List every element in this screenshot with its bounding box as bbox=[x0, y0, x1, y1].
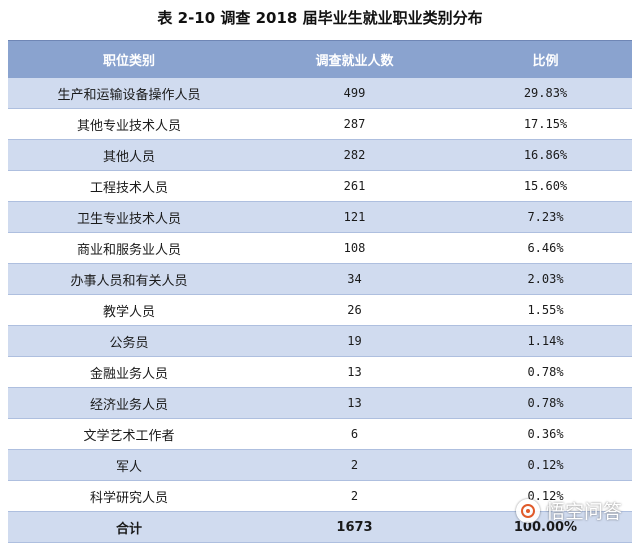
cell-count: 2 bbox=[250, 449, 459, 481]
table-row: 其他专业技术人员 287 17.15% bbox=[8, 108, 632, 140]
cell-category: 其他专业技术人员 bbox=[8, 108, 250, 140]
cell-category: 公务员 bbox=[8, 325, 250, 357]
cell-count: 13 bbox=[250, 387, 459, 419]
cell-category: 金融业务人员 bbox=[8, 356, 250, 388]
cell-ratio: 29.83% bbox=[459, 78, 632, 109]
cell-ratio: 16.86% bbox=[459, 139, 632, 171]
cell-category: 办事人员和有关人员 bbox=[8, 263, 250, 295]
header-count: 调查就业人数 bbox=[250, 40, 459, 78]
cell-category: 商业和服务业人员 bbox=[8, 232, 250, 264]
cell-count: 287 bbox=[250, 108, 459, 140]
table-row: 工程技术人员 261 15.60% bbox=[8, 170, 632, 202]
cell-count: 121 bbox=[250, 201, 459, 233]
table-row: 卫生专业技术人员 121 7.23% bbox=[8, 201, 632, 233]
cell-ratio: 6.46% bbox=[459, 232, 632, 264]
table-row: 其他人员 282 16.86% bbox=[8, 139, 632, 171]
cell-category: 经济业务人员 bbox=[8, 387, 250, 419]
table-row: 商业和服务业人员 108 6.46% bbox=[8, 232, 632, 264]
cell-category: 工程技术人员 bbox=[8, 170, 250, 202]
cell-ratio: 0.12% bbox=[459, 480, 632, 512]
header-ratio: 比例 bbox=[459, 40, 632, 78]
total-label: 合计 bbox=[8, 511, 250, 543]
cell-ratio: 1.14% bbox=[459, 325, 632, 357]
cell-ratio: 0.78% bbox=[459, 356, 632, 388]
table-row: 生产和运输设备操作人员 499 29.83% bbox=[8, 78, 632, 109]
table-row: 经济业务人员 13 0.78% bbox=[8, 387, 632, 419]
employment-category-table: 职位类别 调查就业人数 比例 生产和运输设备操作人员 499 29.83% 其他专业技… bbox=[8, 40, 632, 543]
wukong-watermark: 悟空问答 bbox=[515, 497, 622, 524]
cell-count: 26 bbox=[250, 294, 459, 326]
cell-count: 282 bbox=[250, 139, 459, 171]
cell-category: 其他人员 bbox=[8, 139, 250, 171]
total-count: 1673 bbox=[250, 511, 459, 543]
wukong-logo-icon bbox=[515, 498, 540, 523]
cell-ratio: 0.78% bbox=[459, 387, 632, 419]
cell-count: 108 bbox=[250, 232, 459, 264]
cell-ratio: 2.03% bbox=[459, 263, 632, 295]
cell-category: 军人 bbox=[8, 449, 250, 481]
cell-count: 13 bbox=[250, 356, 459, 388]
cell-count: 19 bbox=[250, 325, 459, 357]
cell-ratio: 15.60% bbox=[459, 170, 632, 202]
table-row: 教学人员 26 1.55% bbox=[8, 294, 632, 326]
cell-ratio: 7.23% bbox=[459, 201, 632, 233]
cell-count: 34 bbox=[250, 263, 459, 295]
cell-count: 6 bbox=[250, 418, 459, 450]
cell-count: 2 bbox=[250, 480, 459, 512]
cell-count: 499 bbox=[250, 78, 459, 109]
header-category: 职位类别 bbox=[8, 40, 250, 78]
cell-category: 文学艺术工作者 bbox=[8, 418, 250, 450]
table-row: 科学研究人员 2 0.12% bbox=[8, 480, 632, 512]
cell-category: 教学人员 bbox=[8, 294, 250, 326]
cell-ratio: 1.55% bbox=[459, 294, 632, 326]
cell-ratio: 0.12% bbox=[459, 449, 632, 481]
table-row: 办事人员和有关人员 34 2.03% bbox=[8, 263, 632, 295]
cell-ratio: 0.36% bbox=[459, 418, 632, 450]
cell-count: 261 bbox=[250, 170, 459, 202]
table-row: 金融业务人员 13 0.78% bbox=[8, 356, 632, 388]
table-title: 表 2-10 调查 2018 届毕业生就业职业类别分布 bbox=[157, 9, 483, 27]
table-row: 军人 2 0.12% bbox=[8, 449, 632, 481]
table-header-row: 职位类别 调查就业人数 比例 bbox=[8, 40, 632, 78]
cell-category: 卫生专业技术人员 bbox=[8, 201, 250, 233]
cell-category: 生产和运输设备操作人员 bbox=[8, 78, 250, 109]
cell-category: 科学研究人员 bbox=[8, 480, 250, 512]
table-row: 公务员 19 1.14% bbox=[8, 325, 632, 357]
table-row: 文学艺术工作者 6 0.36% bbox=[8, 418, 632, 450]
watermark-text: 悟空问答 bbox=[545, 501, 622, 523]
cell-ratio: 17.15% bbox=[459, 108, 632, 140]
